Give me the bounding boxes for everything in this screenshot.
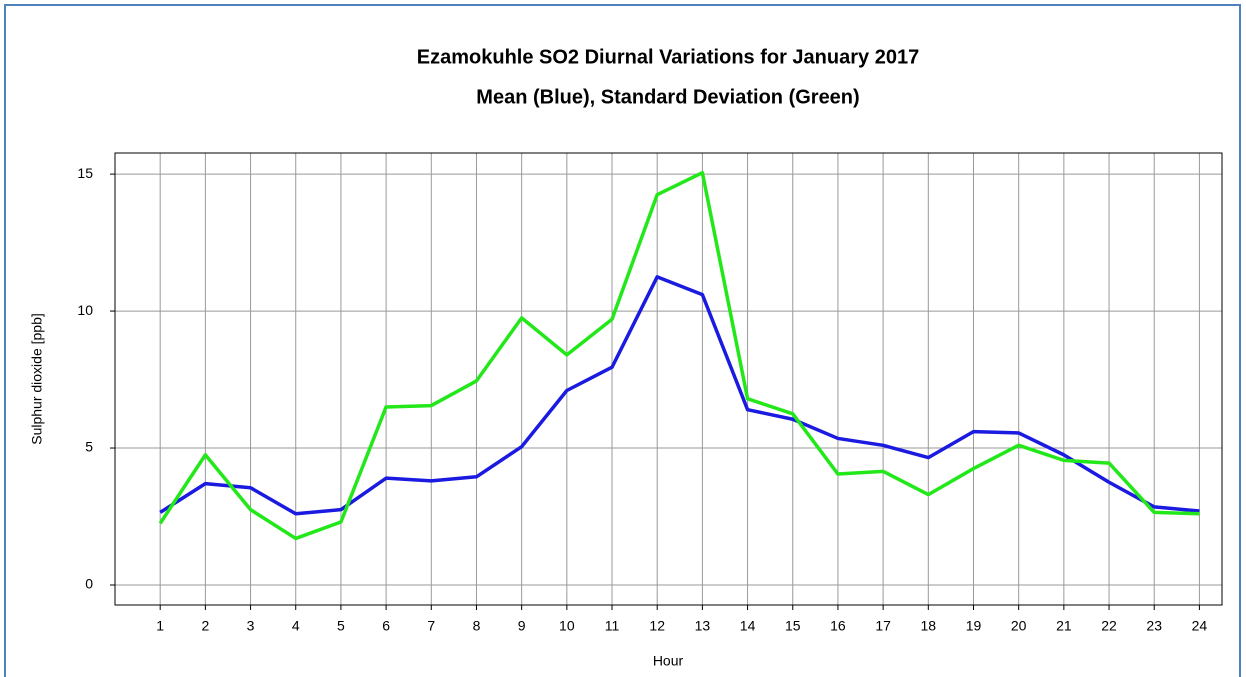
x-tick-label: 10 bbox=[559, 618, 575, 634]
x-tick-label: 22 bbox=[1101, 618, 1117, 634]
x-tick-label: 12 bbox=[649, 618, 665, 634]
x-tick-label: 16 bbox=[830, 618, 846, 634]
x-tick-label: 19 bbox=[966, 618, 982, 634]
x-axis-label: Hour bbox=[653, 653, 684, 669]
plot-border bbox=[114, 152, 1223, 606]
x-tick-label: 23 bbox=[1146, 618, 1162, 634]
x-tick-label: 11 bbox=[605, 618, 620, 634]
x-tick-label: 5 bbox=[337, 618, 345, 634]
line-series bbox=[158, 170, 1200, 541]
x-tick-label: 21 bbox=[1056, 618, 1072, 634]
y-axis-label: Sulphur dioxide [ppb] bbox=[29, 313, 45, 445]
x-tick-label: 8 bbox=[473, 618, 481, 634]
x-tick-label: 24 bbox=[1192, 618, 1208, 634]
line-series bbox=[159, 275, 1200, 516]
y-tick-label: 5 bbox=[85, 439, 93, 455]
chart-title: Ezamokuhle SO2 Diurnal Variations for Ja… bbox=[417, 46, 919, 68]
chart-subtitle: Mean (Blue), Standard Deviation (Green) bbox=[476, 86, 859, 108]
x-tick-label: 13 bbox=[695, 618, 711, 634]
x-tick-label: 2 bbox=[201, 618, 209, 634]
x-tick-label: 9 bbox=[518, 618, 526, 634]
x-tick-label: 20 bbox=[1011, 618, 1027, 634]
x-tick-label: 15 bbox=[785, 618, 801, 634]
x-tick-label: 4 bbox=[292, 618, 300, 634]
x-tick-label: 1 bbox=[156, 618, 164, 634]
x-tick-label: 14 bbox=[740, 618, 756, 634]
frame bbox=[4, 4, 1241, 677]
x-tick-label: 6 bbox=[382, 618, 390, 634]
x-tick-label: 17 bbox=[875, 618, 891, 634]
y-tick-label: 10 bbox=[77, 302, 93, 318]
x-tick-label: 18 bbox=[921, 618, 937, 634]
y-tick-label: 0 bbox=[85, 576, 93, 592]
x-tick-label: 7 bbox=[427, 618, 435, 634]
x-tick-label: 3 bbox=[247, 618, 255, 634]
y-tick-label: 15 bbox=[77, 165, 93, 181]
